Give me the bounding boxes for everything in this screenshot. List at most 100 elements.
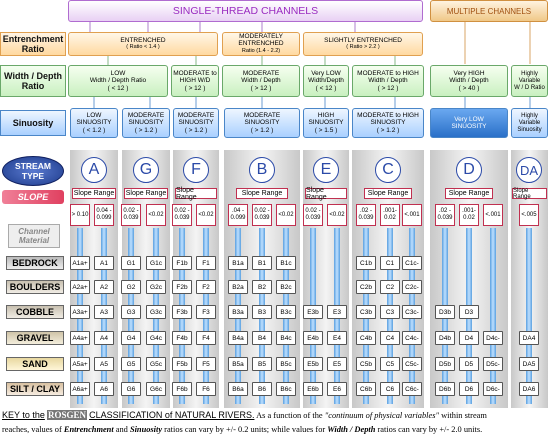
type-cell-g6-1[interactable]: G6 — [121, 382, 141, 396]
type-cell-a6-2[interactable]: A6 — [94, 382, 114, 396]
slope-range-da: Slope Range — [512, 188, 547, 200]
type-cell-c2-2[interactable]: C2 — [380, 280, 400, 294]
type-cell-b2-2[interactable]: B2 — [252, 280, 272, 294]
slope-value-g-1: 0.02 - 0.039 — [121, 204, 141, 226]
type-cell-b5-3[interactable]: B5c — [276, 357, 296, 371]
type-cell-d3-1[interactable]: D3b — [435, 305, 455, 319]
type-cell-c3-1[interactable]: C3b — [356, 305, 376, 319]
type-cell-c5-3[interactable]: C5c- — [402, 357, 422, 371]
type-cell-g2-2[interactable]: G2c — [146, 280, 166, 294]
type-cell-d4-2[interactable]: D4 — [459, 331, 479, 345]
type-cell-da5-1[interactable]: DA5 — [519, 357, 539, 371]
type-cell-b6-2[interactable]: B6 — [252, 382, 272, 396]
type-cell-b5-2[interactable]: B5 — [252, 357, 272, 371]
type-cell-g1-2[interactable]: G1c — [146, 256, 166, 270]
type-cell-b2-1[interactable]: B2a — [228, 280, 248, 294]
type-cell-b4-1[interactable]: B4a — [228, 331, 248, 345]
type-cell-d6-3[interactable]: D6c- — [483, 382, 503, 396]
type-cell-a5-2[interactable]: A5 — [94, 357, 114, 371]
type-cell-a2-1[interactable]: A2a+ — [70, 280, 90, 294]
type-cell-e4-1[interactable]: E4b — [303, 331, 323, 345]
type-cell-a1-1[interactable]: A1a+ — [70, 256, 90, 270]
type-cell-c6-3[interactable]: C6c- — [402, 382, 422, 396]
type-cell-g3-1[interactable]: G3 — [121, 305, 141, 319]
type-cell-f5-1[interactable]: F5b — [172, 357, 192, 371]
type-cell-d6-2[interactable]: D6 — [459, 382, 479, 396]
type-cell-c5-2[interactable]: C5 — [380, 357, 400, 371]
type-cell-d6-1[interactable]: D6b — [435, 382, 455, 396]
type-cell-g5-2[interactable]: G5c — [146, 357, 166, 371]
type-cell-e3-1[interactable]: E3b — [303, 305, 323, 319]
type-cell-d4-1[interactable]: D4b — [435, 331, 455, 345]
type-cell-da6-1[interactable]: DA6 — [519, 382, 539, 396]
type-cell-d5-3[interactable]: D5c- — [483, 357, 503, 371]
type-cell-b4-2[interactable]: B4 — [252, 331, 272, 345]
type-cell-b1-3[interactable]: B1c — [276, 256, 296, 270]
type-cell-b1-1[interactable]: B1a — [228, 256, 248, 270]
type-cell-f4-2[interactable]: F4 — [196, 331, 216, 345]
type-cell-g5-1[interactable]: G5 — [121, 357, 141, 371]
type-cell-f1-2[interactable]: F1 — [196, 256, 216, 270]
type-cell-e5-1[interactable]: E5b — [303, 357, 323, 371]
type-cell-a3-2[interactable]: A3 — [94, 305, 114, 319]
type-cell-e4-2[interactable]: E4 — [327, 331, 347, 345]
type-cell-b1-2[interactable]: B1 — [252, 256, 272, 270]
type-cell-d5-2[interactable]: D5 — [459, 357, 479, 371]
type-cell-b4-3[interactable]: B4c — [276, 331, 296, 345]
type-cell-g6-2[interactable]: G6c — [146, 382, 166, 396]
type-cell-f3-1[interactable]: F3b — [172, 305, 192, 319]
sin-c-l1: MODERATE to HIGH — [357, 111, 419, 119]
type-cell-c5-1[interactable]: C5b — [356, 357, 376, 371]
type-cell-c4-3[interactable]: C4c- — [402, 331, 422, 345]
type-cell-b6-1[interactable]: B6a — [228, 382, 248, 396]
type-cell-f4-1[interactable]: F4b — [172, 331, 192, 345]
type-cell-d5-1[interactable]: D5b — [435, 357, 455, 371]
type-cell-c6-1[interactable]: C6b — [356, 382, 376, 396]
slope-value-f-1: 0.02 - 0.039 — [172, 204, 192, 226]
type-cell-a3-1[interactable]: A3a+ — [70, 305, 90, 319]
type-cell-a6-1[interactable]: A6a+ — [70, 382, 90, 396]
type-cell-b3-3[interactable]: B3c — [276, 305, 296, 319]
type-cell-a2-2[interactable]: A2 — [94, 280, 114, 294]
type-cell-e6-1[interactable]: E6b — [303, 382, 323, 396]
type-cell-c2-3[interactable]: C2c- — [402, 280, 422, 294]
type-cell-d4-3[interactable]: D4c- — [483, 331, 503, 345]
type-cell-g1-1[interactable]: G1 — [121, 256, 141, 270]
type-cell-g4-1[interactable]: G4 — [121, 331, 141, 345]
type-cell-c1-1[interactable]: C1b — [356, 256, 376, 270]
type-cell-f2-2[interactable]: F2 — [196, 280, 216, 294]
type-cell-c1-2[interactable]: C1 — [380, 256, 400, 270]
type-cell-c6-2[interactable]: C6 — [380, 382, 400, 396]
type-cell-f6-2[interactable]: F6 — [196, 382, 216, 396]
type-cell-c1-3[interactable]: C1c- — [402, 256, 422, 270]
type-cell-c2-1[interactable]: C2b — [356, 280, 376, 294]
type-cell-c4-1[interactable]: C4b — [356, 331, 376, 345]
type-cell-f3-2[interactable]: F3 — [196, 305, 216, 319]
type-cell-b2-3[interactable]: B2c — [276, 280, 296, 294]
type-cell-c4-2[interactable]: C4 — [380, 331, 400, 345]
type-cell-b3-2[interactable]: B3 — [252, 305, 272, 319]
type-cell-g4-2[interactable]: G4c — [146, 331, 166, 345]
type-cell-f2-1[interactable]: F2b — [172, 280, 192, 294]
type-cell-a1-2[interactable]: A1 — [94, 256, 114, 270]
type-cell-f1-1[interactable]: F1b — [172, 256, 192, 270]
type-cell-e3-2[interactable]: E3 — [327, 305, 347, 319]
type-cell-f5-2[interactable]: F5 — [196, 357, 216, 371]
type-cell-g2-1[interactable]: G2 — [121, 280, 141, 294]
type-cell-e6-2[interactable]: E6 — [327, 382, 347, 396]
type-cell-f6-1[interactable]: F6b — [172, 382, 192, 396]
type-cell-a4-1[interactable]: A4a+ — [70, 331, 90, 345]
type-cell-c3-2[interactable]: C3 — [380, 305, 400, 319]
type-cell-da4-1[interactable]: DA4 — [519, 331, 539, 345]
sin-f-l3: ( > 1.2 ) — [184, 126, 208, 134]
footer-continuum: "continuum of physical variables" — [324, 411, 439, 420]
type-cell-b3-1[interactable]: B3a — [228, 305, 248, 319]
type-cell-a5-1[interactable]: A5a+ — [70, 357, 90, 371]
type-cell-c3-3[interactable]: C3c- — [402, 305, 422, 319]
type-cell-b5-1[interactable]: B5a — [228, 357, 248, 371]
type-cell-a4-2[interactable]: A4 — [94, 331, 114, 345]
type-cell-g3-2[interactable]: G3c — [146, 305, 166, 319]
type-cell-d3-2[interactable]: D3 — [459, 305, 479, 319]
type-cell-b6-3[interactable]: B6c — [276, 382, 296, 396]
type-cell-e5-2[interactable]: E5 — [327, 357, 347, 371]
